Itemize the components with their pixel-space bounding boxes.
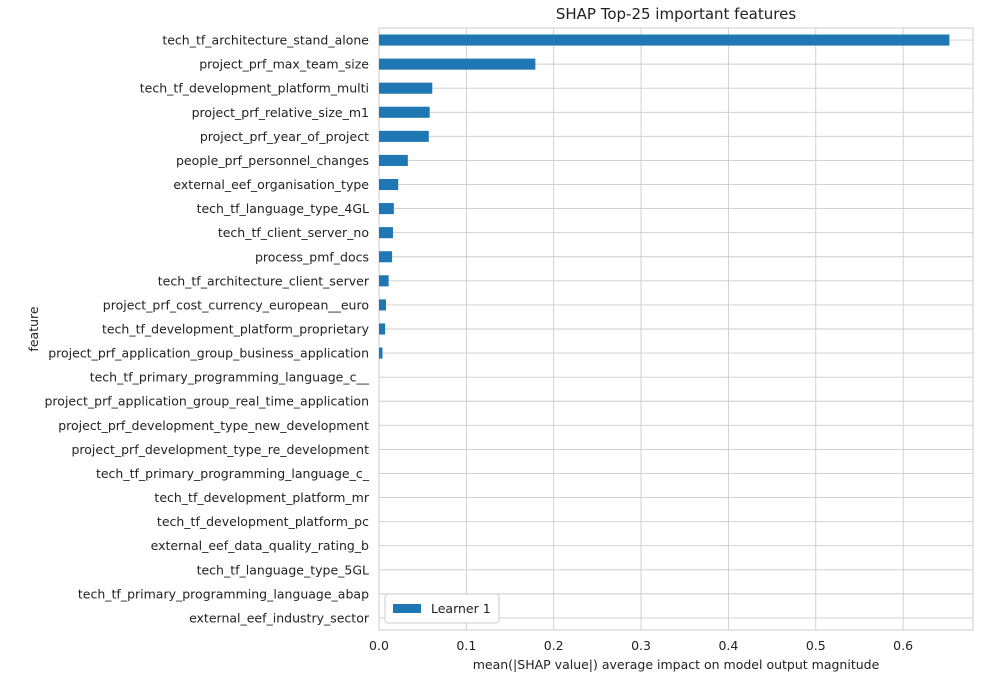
y-tick-label: tech_tf_language_type_4GL: [197, 201, 369, 216]
bar: [379, 275, 389, 287]
x-tick-label: 0.4: [718, 638, 738, 653]
y-tick-label: external_eef_organisation_type: [173, 177, 369, 192]
chart-title: SHAP Top-25 important features: [556, 5, 796, 23]
y-tick-label: external_eef_data_quality_rating_b: [151, 538, 369, 553]
bar: [379, 203, 394, 215]
legend-box: [384, 593, 500, 624]
x-tick-label: 0.6: [893, 638, 913, 653]
bars: [379, 34, 950, 359]
y-tick-label: tech_tf_primary_programming_language_aba…: [78, 586, 369, 601]
bar: [379, 82, 433, 94]
bar: [379, 299, 386, 311]
y-tick-label: tech_tf_language_type_5GL: [197, 562, 369, 577]
x-tick-label: 0.0: [369, 638, 389, 653]
y-tick-label: project_prf_year_of_project: [200, 129, 369, 144]
bar: [379, 34, 950, 46]
y-tick-label: project_prf_development_type_new_develop…: [58, 418, 369, 433]
y-tick-label: people_prf_personnel_changes: [176, 153, 369, 168]
y-axis-label: feature: [26, 306, 41, 351]
bar: [379, 251, 393, 263]
grid: [378, 28, 973, 630]
bar: [379, 58, 536, 70]
bar: [379, 347, 383, 359]
legend-swatch: [393, 604, 421, 613]
bar: [379, 106, 430, 118]
bar: [379, 154, 408, 166]
y-tick-label: tech_tf_client_server_no: [218, 225, 369, 240]
y-tick-label: project_prf_relative_size_m1: [192, 105, 369, 120]
x-axis-label: mean(|SHAP value|) average impact on mod…: [473, 657, 880, 672]
y-tick-label: tech_tf_architecture_client_server: [158, 273, 370, 288]
y-tick-label: project_prf_application_group_business_a…: [48, 346, 369, 361]
y-tick-label: external_eef_industry_sector: [189, 610, 370, 625]
y-tick-label: process_pmf_docs: [255, 249, 369, 264]
legend: Learner 1: [384, 593, 500, 624]
y-tick-label: tech_tf_development_platform_pc: [157, 514, 369, 529]
bar: [379, 323, 386, 335]
y-tick-label: tech_tf_architecture_stand_alone: [162, 33, 369, 48]
y-tick-label: project_prf_application_group_real_time_…: [45, 394, 370, 409]
x-tick-label: 0.2: [544, 638, 564, 653]
legend-label: Learner 1: [431, 601, 491, 616]
x-tick-label: 0.5: [806, 638, 826, 653]
y-tick-label: tech_tf_development_platform_proprietary: [102, 322, 370, 337]
y-tick-label: tech_tf_development_platform_mr: [154, 490, 369, 505]
x-tick-labels: 0.0 0.1 0.2 0.3 0.4 0.5 0.6: [369, 638, 913, 653]
y-tick-label: tech_tf_primary_programming_language_c__: [90, 370, 370, 385]
y-tick-label: project_prf_max_team_size: [199, 57, 369, 72]
y-tick-label: tech_tf_development_platform_multi: [140, 81, 369, 96]
bar: [379, 227, 393, 239]
y-tick-label: project_prf_development_type_re_developm…: [71, 442, 369, 457]
y-tick-labels: tech_tf_architecture_stand_alone project_…: [45, 33, 370, 626]
x-tick-label: 0.3: [631, 638, 651, 653]
bar: [379, 178, 399, 191]
bar: [379, 130, 429, 142]
y-tick-label: project_prf_cost_currency_european__euro: [103, 297, 369, 312]
y-tick-label: tech_tf_primary_programming_language_c_: [96, 466, 370, 481]
x-tick-label: 0.1: [456, 638, 476, 653]
